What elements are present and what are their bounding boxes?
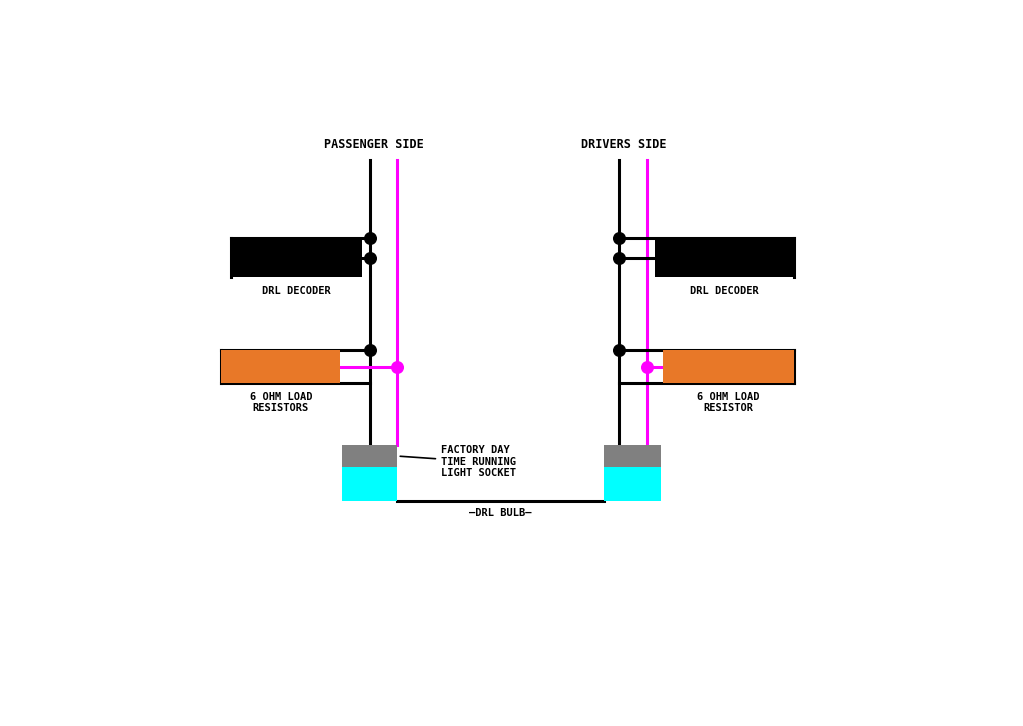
Text: FACTORY DAY
TIME RUNNING
LIGHT SOCKET: FACTORY DAY TIME RUNNING LIGHT SOCKET [400, 445, 516, 478]
Bar [342, 445, 398, 468]
Point [361, 252, 377, 264]
Bar [221, 350, 341, 383]
Bar [604, 445, 661, 468]
Text: DRL DECODER: DRL DECODER [691, 285, 759, 295]
Text: 6 OHM LOAD
RESISTOR: 6 OHM LOAD RESISTOR [698, 392, 760, 413]
Text: DRIVERS SIDE: DRIVERS SIDE [581, 139, 666, 152]
Bar [604, 468, 661, 501]
Point [612, 252, 628, 264]
Bar [342, 468, 398, 501]
Bar [231, 238, 362, 277]
Bar [655, 238, 794, 277]
Bar [663, 350, 794, 383]
Point [612, 232, 628, 244]
Point [612, 344, 628, 356]
Point [639, 361, 656, 372]
Text: DRL DECODER: DRL DECODER [262, 285, 330, 295]
Point [390, 361, 406, 372]
Text: —DRL BULB—: —DRL BULB— [470, 507, 532, 518]
Text: PASSENGER SIDE: PASSENGER SIDE [323, 139, 424, 152]
Text: 6 OHM LOAD
RESISTORS: 6 OHM LOAD RESISTORS [250, 392, 312, 413]
Point [361, 232, 377, 244]
Point [361, 344, 377, 356]
